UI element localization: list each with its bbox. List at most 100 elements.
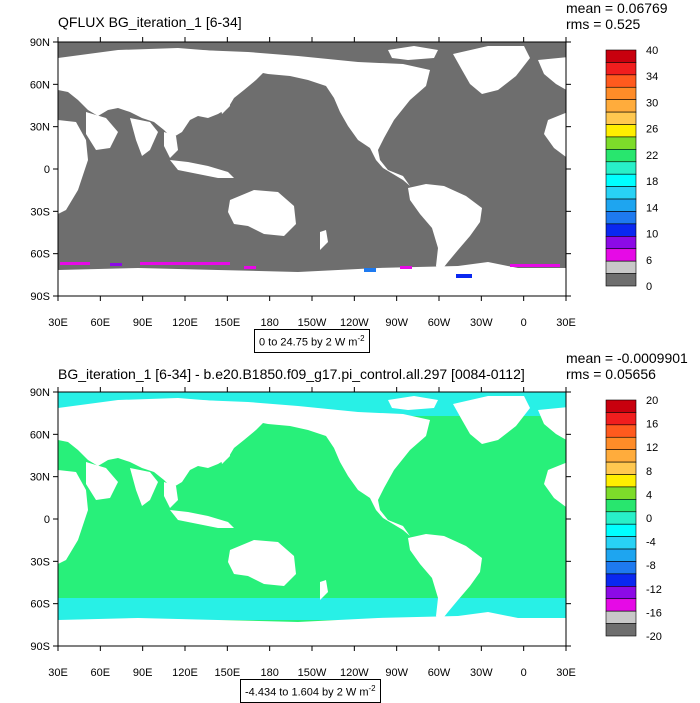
bottom-colorbar-box (605, 536, 637, 550)
bottom-colorbar-label: -4 (646, 537, 656, 549)
bottom-lat-label: 90N (30, 387, 50, 399)
bottom-colorbar-box (605, 474, 637, 488)
top-units-text: 0 to 24.75 by 2 W m (259, 336, 358, 349)
top-lat-label: 60N (30, 79, 50, 91)
bottom-colorbar-label: 12 (646, 442, 658, 454)
bottom-units-text: -4.434 to 1.604 by 2 W m (245, 686, 369, 699)
top-colorbar-label: 22 (646, 150, 658, 162)
top-colorbar-label: 30 (646, 97, 658, 109)
bottom-colorbar-box (605, 610, 637, 624)
bottom-lat-label: 60N (30, 429, 50, 441)
bottom-colorbar-box (605, 486, 637, 500)
bottom-map-field (58, 392, 566, 646)
bottom-rms-label: rms = 0.05656 (566, 366, 656, 382)
bottom-units-box: -4.434 to 1.604 by 2 W m-2 (240, 679, 381, 703)
bottom-colorbar-label: -12 (646, 584, 662, 596)
top-colorbar-label: 26 (646, 124, 658, 136)
top-colorbar-box (605, 111, 637, 125)
bottom-colorbar-label: 20 (646, 395, 658, 407)
top-lon-label: 120W (340, 317, 369, 329)
bottom-lat-label: 0 (44, 514, 50, 526)
top-colorbar-label: 40 (646, 45, 658, 57)
top-map-axes: 90N 60N 30N 0 30S 60S 90S 30E 60E 90E 120E 150E 180 1… (30, 37, 576, 329)
bottom-lon-label: 150W (298, 667, 327, 679)
top-map-field (58, 42, 566, 296)
bottom-colorbar-box (605, 499, 637, 513)
top-lon-label: 30W (470, 317, 493, 329)
bottom-colorbar-box (605, 511, 637, 525)
bottom-colorbar-box (605, 399, 637, 413)
bottom-lon-label: 120E (172, 667, 198, 679)
top-lon-label: 180 (260, 317, 278, 329)
top-rms-label: rms = 0.525 (566, 16, 641, 32)
top-colorbar-box (605, 248, 637, 262)
bottom-mean-label: mean = -0.0009901 (566, 350, 688, 366)
bottom-units-exponent: -2 (368, 684, 376, 693)
top-colorbar-box (605, 86, 637, 100)
bottom-colorbar-box (605, 412, 637, 426)
top-colorbar-box (605, 161, 637, 175)
bottom-lon-label: 30E (556, 667, 576, 679)
bottom-colorbar-box (605, 424, 637, 438)
top-colorbar-label: 18 (646, 176, 658, 188)
top-units-exponent: -2 (357, 334, 365, 343)
top-colorbar-box (605, 273, 637, 287)
bottom-map-axes: 90N 60N 30N 0 30S 60S 90S 30E 60E 90E 120E 150E 180 1… (30, 387, 576, 679)
top-lat-label: 90S (30, 291, 50, 303)
bottom-colorbar-label: 8 (646, 466, 652, 478)
bottom-colorbar-box (605, 548, 637, 562)
bottom-colorbar-box (605, 561, 637, 575)
top-lat-label: 0 (44, 164, 50, 176)
top-colorbar-box (605, 236, 637, 250)
bottom-map-figure: 90N 60N 30N 0 30S 60S 90S 30E 60E 90E 120E 150E 180 1… (30, 387, 662, 679)
top-colorbar-box (605, 74, 637, 88)
bottom-colorbar-label: 4 (646, 489, 652, 501)
bottom-colorbar-label: -20 (646, 631, 662, 643)
bottom-lat-label: 90S (30, 641, 50, 653)
top-mean-label: mean = 0.06769 (566, 0, 668, 16)
top-colorbar-label: 6 (646, 255, 652, 267)
top-colorbar-box (605, 173, 637, 187)
top-lon-label: 90W (385, 317, 408, 329)
top-colorbar-label: 34 (646, 71, 658, 83)
top-colorbar-box (605, 260, 637, 274)
top-colorbar-box (605, 149, 637, 163)
top-lon-label: 30E (556, 317, 576, 329)
top-colorbar-box (605, 198, 637, 212)
bottom-colorbar-box (605, 461, 637, 475)
bottom-colorbar-box (605, 623, 637, 637)
bottom-colorbar-label: 0 (646, 513, 652, 525)
top-colorbar-label: 10 (646, 229, 658, 241)
top-lat-label: 60S (30, 249, 50, 261)
bottom-colorbar-box (605, 523, 637, 537)
bottom-colorbar-box (605, 586, 637, 600)
top-lon-label: 90E (133, 317, 153, 329)
bottom-colorbar-box (605, 436, 637, 450)
top-lon-label: 0 (521, 317, 527, 329)
bottom-lon-label: 90E (133, 667, 153, 679)
top-lat-label: 90N (30, 37, 50, 49)
bottom-lon-label: 60E (91, 667, 111, 679)
top-lat-label: 30S (30, 206, 50, 218)
top-map-panel: QFLUX BG_iteration_1 [6-34] mean = 0.067… (0, 0, 700, 353)
top-lon-label: 60W (428, 317, 451, 329)
top-map-title: QFLUX BG_iteration_1 [6-34] (58, 14, 242, 30)
bottom-colorbar-box (605, 598, 637, 612)
bottom-lon-label: 90W (385, 667, 408, 679)
top-units-box: 0 to 24.75 by 2 W m-2 (254, 329, 370, 353)
bottom-colorbar-label: -8 (646, 560, 656, 572)
bottom-lat-label: 60S (30, 599, 50, 611)
bottom-lat-label: 30N (30, 472, 50, 484)
bottom-map-panel: BG_iteration_1 [6-34] - b.e20.B1850.f09_… (0, 350, 700, 703)
bottom-lon-label: 0 (521, 667, 527, 679)
bottom-colorbar: 20 16 12 8 4 0 -4 -8 -12 -16 -20 (605, 395, 662, 643)
top-colorbar: 40 34 30 26 22 18 14 10 6 0 (605, 45, 658, 293)
bottom-lon-label: 60W (428, 667, 451, 679)
bottom-lon-label: 150E (214, 667, 240, 679)
bottom-map-title: BG_iteration_1 [6-34] - b.e20.B1850.f09_… (58, 366, 525, 382)
top-colorbar-box (605, 186, 637, 200)
top-colorbar-box (605, 62, 637, 76)
top-colorbar-box (605, 49, 637, 63)
top-colorbar-label: 14 (646, 202, 658, 214)
